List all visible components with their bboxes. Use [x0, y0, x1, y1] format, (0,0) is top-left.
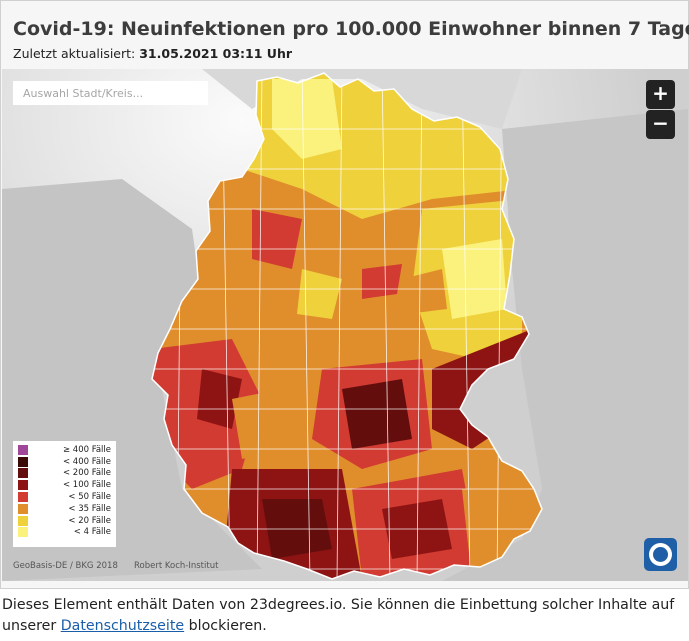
- legend-swatch: [18, 515, 28, 526]
- legend-label: < 50 Fälle: [68, 492, 111, 503]
- credit-geobasis: GeoBasis-DE / BKG 2018: [13, 561, 118, 571]
- notice-text-end: blockieren.: [184, 618, 267, 634]
- privacy-page-link[interactable]: Datenschutzseite: [60, 618, 185, 634]
- legend-label: < 4 Fälle: [73, 527, 111, 538]
- updated-label: Zuletzt aktualisiert:: [13, 46, 136, 61]
- map-legend: ≥ 400 Fälle < 400 Fälle < 200 Fälle < 10…: [13, 441, 116, 547]
- legend-swatch: [18, 492, 28, 503]
- legend-swatch: [18, 456, 28, 467]
- legend-item: ≥ 400 Fälle: [18, 444, 111, 456]
- legend-label: < 20 Fälle: [68, 515, 111, 526]
- legend-item: < 35 Fälle: [18, 503, 111, 515]
- legend-item: < 20 Fälle: [18, 515, 111, 527]
- legend-label: < 35 Fälle: [68, 503, 111, 514]
- neighbor-east: [442, 109, 688, 581]
- legend-label: ≥ 400 Fälle: [62, 444, 111, 455]
- notice-text: Dieses Element enthält Daten von 23degre…: [2, 597, 675, 634]
- map-canvas[interactable]: [2, 69, 688, 581]
- legend-item: < 200 Fälle: [18, 468, 111, 480]
- legend-label: < 100 Fälle: [62, 480, 111, 491]
- legend-swatch: [18, 480, 28, 491]
- legend-swatch: [18, 527, 28, 538]
- legend-item: < 50 Fälle: [18, 491, 111, 503]
- last-updated: Zuletzt aktualisiert: 31.05.2021 03:11 U…: [13, 46, 292, 61]
- legend-item: < 100 Fälle: [18, 479, 111, 491]
- legend-item: < 400 Fälle: [18, 456, 111, 468]
- legend-label: < 400 Fälle: [62, 456, 111, 467]
- legend-swatch: [18, 468, 28, 479]
- privacy-notice: Dieses Element enthält Daten von 23degre…: [2, 595, 686, 637]
- tagesschau-logo-icon[interactable]: [644, 538, 677, 571]
- legend-swatch: [18, 444, 28, 455]
- legend-item: < 4 Fälle: [18, 527, 111, 539]
- updated-value: 31.05.2021 03:11 Uhr: [139, 46, 293, 61]
- zoom-out-button[interactable]: −: [646, 110, 675, 139]
- germany-map[interactable]: [2, 69, 688, 581]
- zoom-in-button[interactable]: +: [646, 80, 675, 109]
- legend-label: < 200 Fälle: [62, 468, 111, 479]
- page-title: Covid-19: Neuinfektionen pro 100.000 Ein…: [13, 18, 689, 40]
- map-embed-frame: Covid-19: Neuinfektionen pro 100.000 Ein…: [0, 0, 689, 589]
- logo-ring: [649, 543, 672, 566]
- credit-rki: Robert Koch-Institut: [134, 561, 219, 571]
- legend-swatch: [18, 503, 28, 514]
- district-search-input[interactable]: [13, 81, 208, 105]
